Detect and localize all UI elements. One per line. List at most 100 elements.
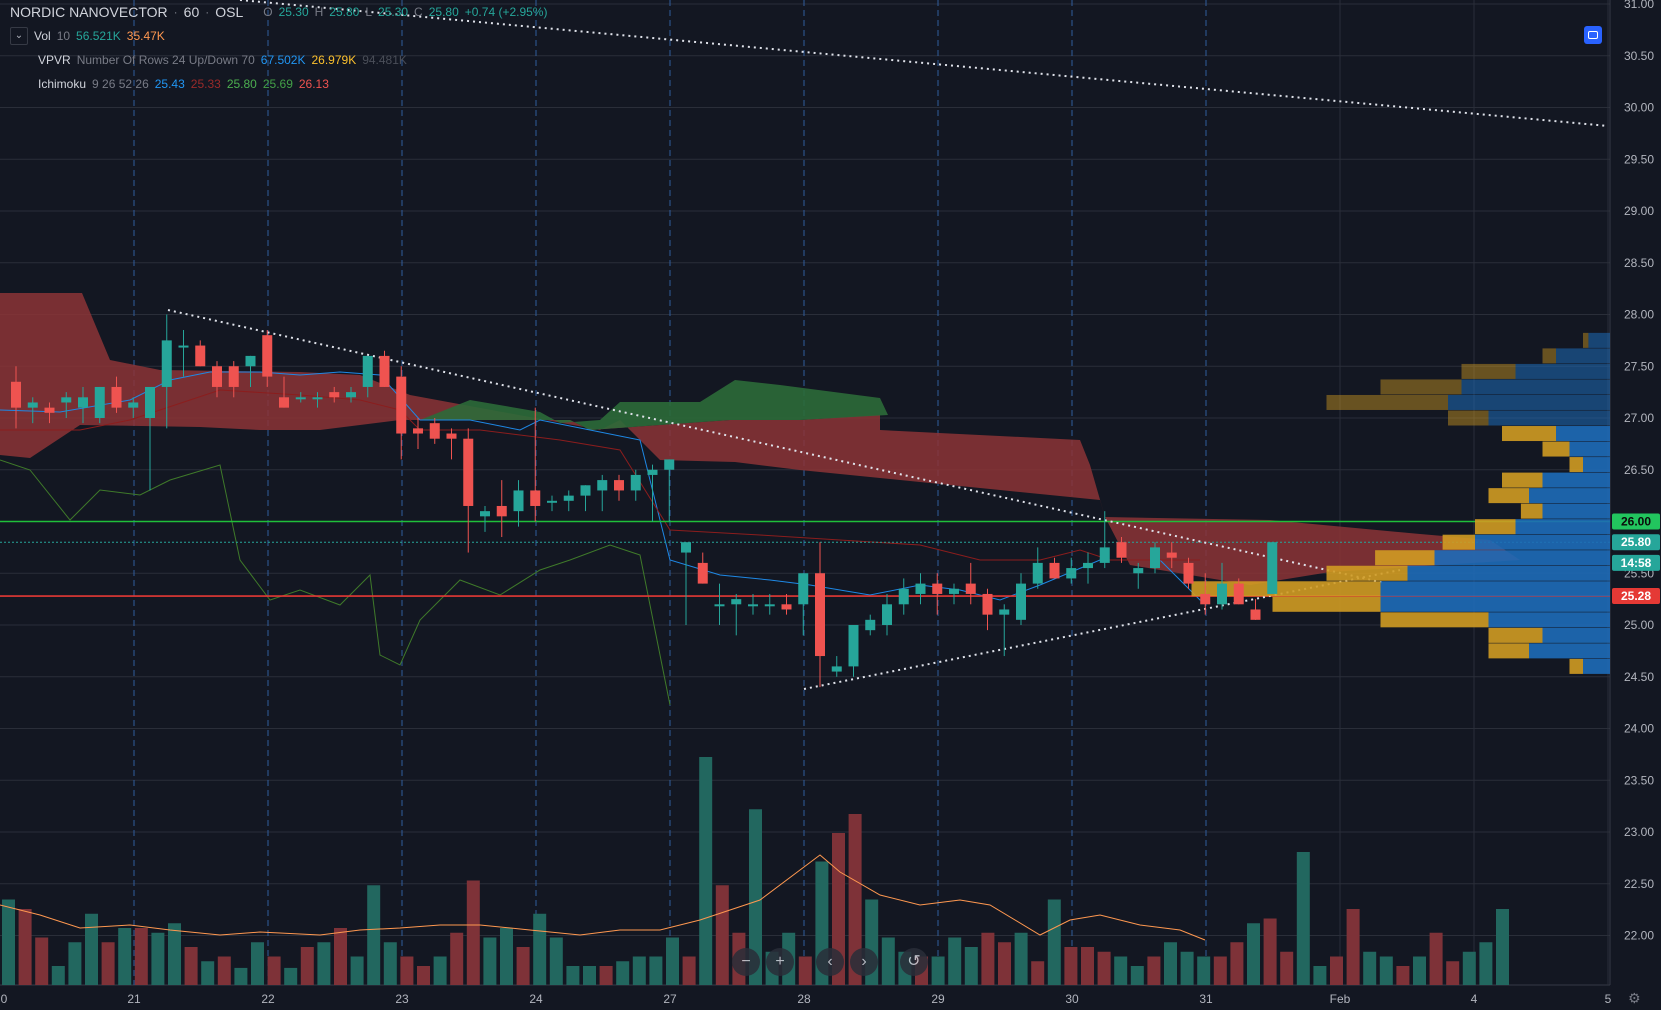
volume-bar xyxy=(1147,956,1161,985)
volume-bar xyxy=(1363,951,1377,985)
vpvr-bar-down xyxy=(1488,643,1529,659)
vpvr-bar-down xyxy=(1326,565,1408,581)
candle-body xyxy=(647,469,658,475)
candle-body xyxy=(731,599,742,605)
zoom-out-button[interactable]: − xyxy=(732,948,760,976)
candle-body xyxy=(949,588,959,594)
ichimoku-value-1: 25.43 xyxy=(154,77,185,91)
zoom-in-button[interactable]: + xyxy=(766,948,794,976)
y-tick-label: 23.50 xyxy=(1624,773,1654,787)
scroll-right-button[interactable]: › xyxy=(850,948,878,976)
ichimoku-value-3: 25.80 xyxy=(226,77,257,91)
vpvr-bar-down xyxy=(1380,612,1489,628)
trend-line-upper xyxy=(239,0,1609,127)
candle-body xyxy=(27,402,38,408)
price-label-box xyxy=(1612,554,1660,571)
candle-body xyxy=(1200,593,1211,605)
volume-bar xyxy=(1413,956,1426,985)
price-label: 25.28 xyxy=(1621,589,1651,603)
vpvr-bar-down xyxy=(1542,348,1556,364)
volume-bar xyxy=(666,937,679,985)
screenshot-icon[interactable] xyxy=(1584,26,1602,44)
ohlc-change: +0.74 (+2.95%) xyxy=(464,5,548,19)
candle-body xyxy=(279,397,289,408)
vpvr-bar-up xyxy=(1407,565,1610,581)
candle-body xyxy=(815,573,825,657)
candle-body xyxy=(11,381,21,408)
candle-body xyxy=(1250,609,1261,620)
x-tick-label: 27 xyxy=(663,992,677,1006)
vpvr-bar-up xyxy=(1556,348,1610,364)
volume-bar xyxy=(68,942,82,985)
volume-bar xyxy=(1014,932,1028,985)
vpvr-bar-down xyxy=(1583,332,1589,348)
candle-body xyxy=(798,573,809,605)
y-tick-label: 22.00 xyxy=(1624,929,1654,943)
scroll-left-button[interactable]: ‹ xyxy=(816,948,844,976)
candle-body xyxy=(312,397,323,400)
vpvr-bar-down xyxy=(1461,363,1516,379)
vpvr-bar-down xyxy=(1502,472,1543,488)
gear-icon[interactable]: ⚙ xyxy=(1628,990,1641,1006)
candle-body xyxy=(145,386,155,418)
vpvr-bar-down xyxy=(1520,503,1543,519)
volume-bar xyxy=(1313,966,1327,985)
volume-bar xyxy=(1396,966,1410,985)
volume-bar xyxy=(168,923,181,985)
ichimoku-value-4: 25.69 xyxy=(262,77,293,91)
volume-bar xyxy=(483,937,497,985)
candle-body xyxy=(1150,547,1160,569)
vol-value-2: 35.47K xyxy=(126,29,165,43)
volume-bar xyxy=(151,932,165,985)
volume-bar xyxy=(798,956,812,985)
volume-bar xyxy=(632,956,646,985)
candle-body xyxy=(1116,542,1127,558)
vpvr-indicator-row[interactable]: VPVR Number Of Rows 24 Up/Down 70 67.502… xyxy=(10,48,547,72)
candle-body xyxy=(212,366,222,387)
interval[interactable]: 60 xyxy=(183,4,200,20)
ichimoku-name: Ichimoku xyxy=(38,77,87,91)
volume-bar xyxy=(267,956,281,985)
candle-body xyxy=(748,604,758,607)
volume-bar xyxy=(699,757,713,985)
vpvr-bar-up xyxy=(1569,441,1610,457)
candle-body xyxy=(1183,562,1194,584)
candle-body xyxy=(697,562,708,584)
volume-bar xyxy=(251,942,264,985)
candle-body xyxy=(831,666,842,672)
volume-bar xyxy=(350,956,364,985)
volume-bar xyxy=(1047,899,1061,985)
volume-bar xyxy=(134,928,148,985)
ohlc-open: 25.30 xyxy=(278,5,309,19)
y-tick-label: 31.00 xyxy=(1624,0,1654,11)
ichimoku-indicator-row[interactable]: Ichimoku 9 26 52 26 25.43 25.33 25.80 25… xyxy=(10,72,547,96)
symbol-name[interactable]: NORDIC NANOVECTOR xyxy=(10,4,168,20)
vol-indicator-row[interactable]: ⌄ Vol 10 56.521K 35.47K xyxy=(10,24,547,48)
volume-bar xyxy=(1346,909,1360,985)
volume-bar xyxy=(1296,852,1310,985)
candle-body xyxy=(965,583,976,594)
trend-lines xyxy=(167,0,1609,690)
reset-chart-button[interactable]: ↺ xyxy=(900,948,928,976)
volume-bar xyxy=(1247,923,1260,985)
kumo-bullish xyxy=(420,380,888,430)
volume-bar xyxy=(284,967,298,985)
candle-body xyxy=(932,583,943,594)
x-tick-label: Feb xyxy=(1330,992,1351,1006)
candle-body xyxy=(178,345,189,348)
candle-body xyxy=(1016,583,1026,620)
volume-bar xyxy=(516,947,530,985)
chevron-down-icon[interactable]: ⌄ xyxy=(10,27,28,45)
candles xyxy=(11,314,1278,688)
volume-bar xyxy=(1429,932,1443,985)
candle-body xyxy=(982,593,993,615)
y-tick-label: 22.50 xyxy=(1624,877,1654,891)
volume-bar xyxy=(1213,956,1227,985)
candle-body xyxy=(764,604,775,607)
candle-body xyxy=(681,542,691,553)
volume-bar xyxy=(85,913,98,985)
candle-body xyxy=(396,376,407,434)
volume-bar xyxy=(1130,966,1144,985)
vpvr-bar-up xyxy=(1542,503,1610,519)
